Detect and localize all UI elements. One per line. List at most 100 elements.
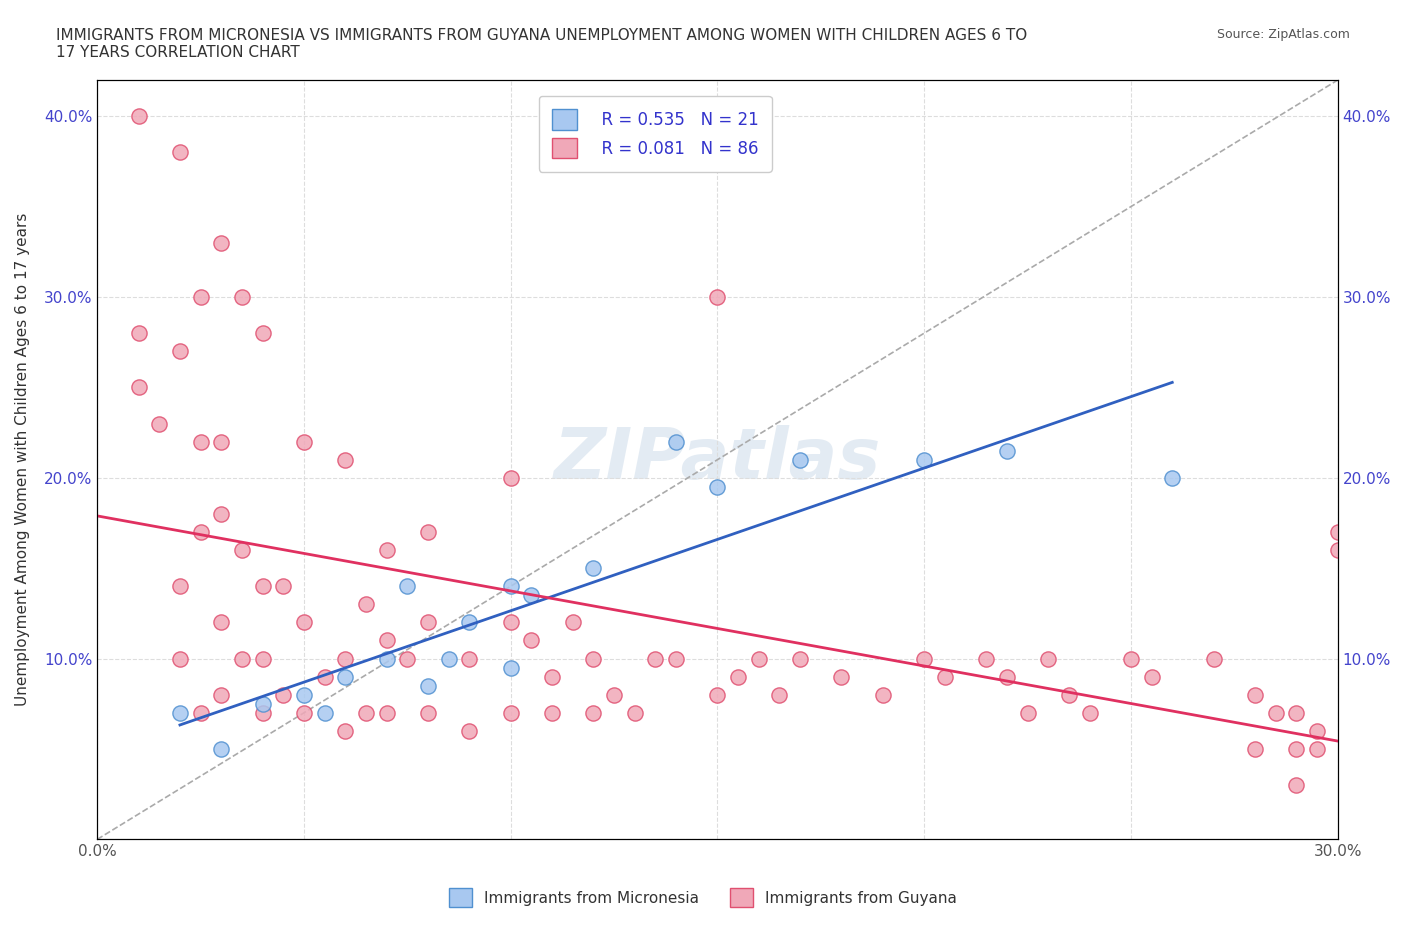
Point <box>995 444 1018 458</box>
Point <box>437 651 460 666</box>
Point <box>974 651 997 666</box>
Point <box>128 326 150 340</box>
Point <box>706 687 728 702</box>
Point <box>458 615 481 630</box>
Point <box>520 588 543 603</box>
Point <box>190 705 212 720</box>
Point <box>271 687 294 702</box>
Point <box>148 416 170 431</box>
Point <box>335 670 357 684</box>
Point <box>995 670 1018 684</box>
Point <box>458 724 481 738</box>
Point <box>1161 471 1184 485</box>
Point <box>706 289 728 304</box>
Point <box>169 145 191 160</box>
Point <box>231 543 253 558</box>
Point <box>1326 525 1348 539</box>
Point <box>1285 777 1308 792</box>
Point <box>499 705 522 720</box>
Point <box>912 452 935 467</box>
Point <box>748 651 770 666</box>
Point <box>252 705 274 720</box>
Point <box>1244 741 1267 756</box>
Point <box>128 109 150 124</box>
Point <box>1202 651 1225 666</box>
Point <box>252 697 274 711</box>
Point <box>335 452 357 467</box>
Point <box>872 687 894 702</box>
Point <box>252 326 274 340</box>
Point <box>252 578 274 593</box>
Point <box>169 344 191 359</box>
Point <box>768 687 790 702</box>
Point <box>727 670 749 684</box>
Point <box>520 633 543 648</box>
Point <box>582 705 605 720</box>
Point <box>292 687 315 702</box>
Point <box>209 507 232 522</box>
Point <box>231 651 253 666</box>
Point <box>231 289 253 304</box>
Point <box>190 525 212 539</box>
Point <box>499 578 522 593</box>
Point <box>499 660 522 675</box>
Point <box>169 651 191 666</box>
Point <box>292 615 315 630</box>
Point <box>396 651 419 666</box>
Point <box>416 615 439 630</box>
Point <box>396 578 419 593</box>
Point <box>830 670 852 684</box>
Point <box>1306 724 1329 738</box>
Point <box>335 724 357 738</box>
Point <box>190 434 212 449</box>
Point <box>375 705 398 720</box>
Point <box>292 434 315 449</box>
Point <box>190 289 212 304</box>
Point <box>128 380 150 395</box>
Point <box>1057 687 1080 702</box>
Point <box>912 651 935 666</box>
Point <box>1326 543 1348 558</box>
Point <box>665 434 688 449</box>
Point <box>1244 687 1267 702</box>
Point <box>603 687 626 702</box>
Point <box>623 705 645 720</box>
Point <box>1140 670 1163 684</box>
Point <box>375 543 398 558</box>
Point <box>706 479 728 494</box>
Point <box>416 678 439 693</box>
Point <box>271 578 294 593</box>
Point <box>209 235 232 250</box>
Point <box>541 705 564 720</box>
Point <box>499 471 522 485</box>
Point <box>541 670 564 684</box>
Point <box>416 525 439 539</box>
Point <box>1078 705 1101 720</box>
Text: ZIPatlas: ZIPatlas <box>554 425 882 494</box>
Point <box>416 705 439 720</box>
Point <box>789 452 811 467</box>
Point <box>314 670 336 684</box>
Point <box>375 651 398 666</box>
Point <box>789 651 811 666</box>
Point <box>561 615 583 630</box>
Legend: Immigrants from Micronesia, Immigrants from Guyana: Immigrants from Micronesia, Immigrants f… <box>443 883 963 913</box>
Point <box>934 670 956 684</box>
Point <box>209 687 232 702</box>
Y-axis label: Unemployment Among Women with Children Ages 6 to 17 years: Unemployment Among Women with Children A… <box>15 213 30 707</box>
Point <box>354 597 377 612</box>
Point <box>252 651 274 666</box>
Legend:   R = 0.535   N = 21,   R = 0.081   N = 86: R = 0.535 N = 21, R = 0.081 N = 86 <box>538 96 772 172</box>
Point <box>314 705 336 720</box>
Point <box>582 651 605 666</box>
Point <box>169 705 191 720</box>
Point <box>209 434 232 449</box>
Point <box>1306 741 1329 756</box>
Point <box>582 561 605 576</box>
Point <box>1264 705 1286 720</box>
Point <box>1119 651 1142 666</box>
Point <box>354 705 377 720</box>
Point <box>1285 741 1308 756</box>
Point <box>209 741 232 756</box>
Point <box>209 615 232 630</box>
